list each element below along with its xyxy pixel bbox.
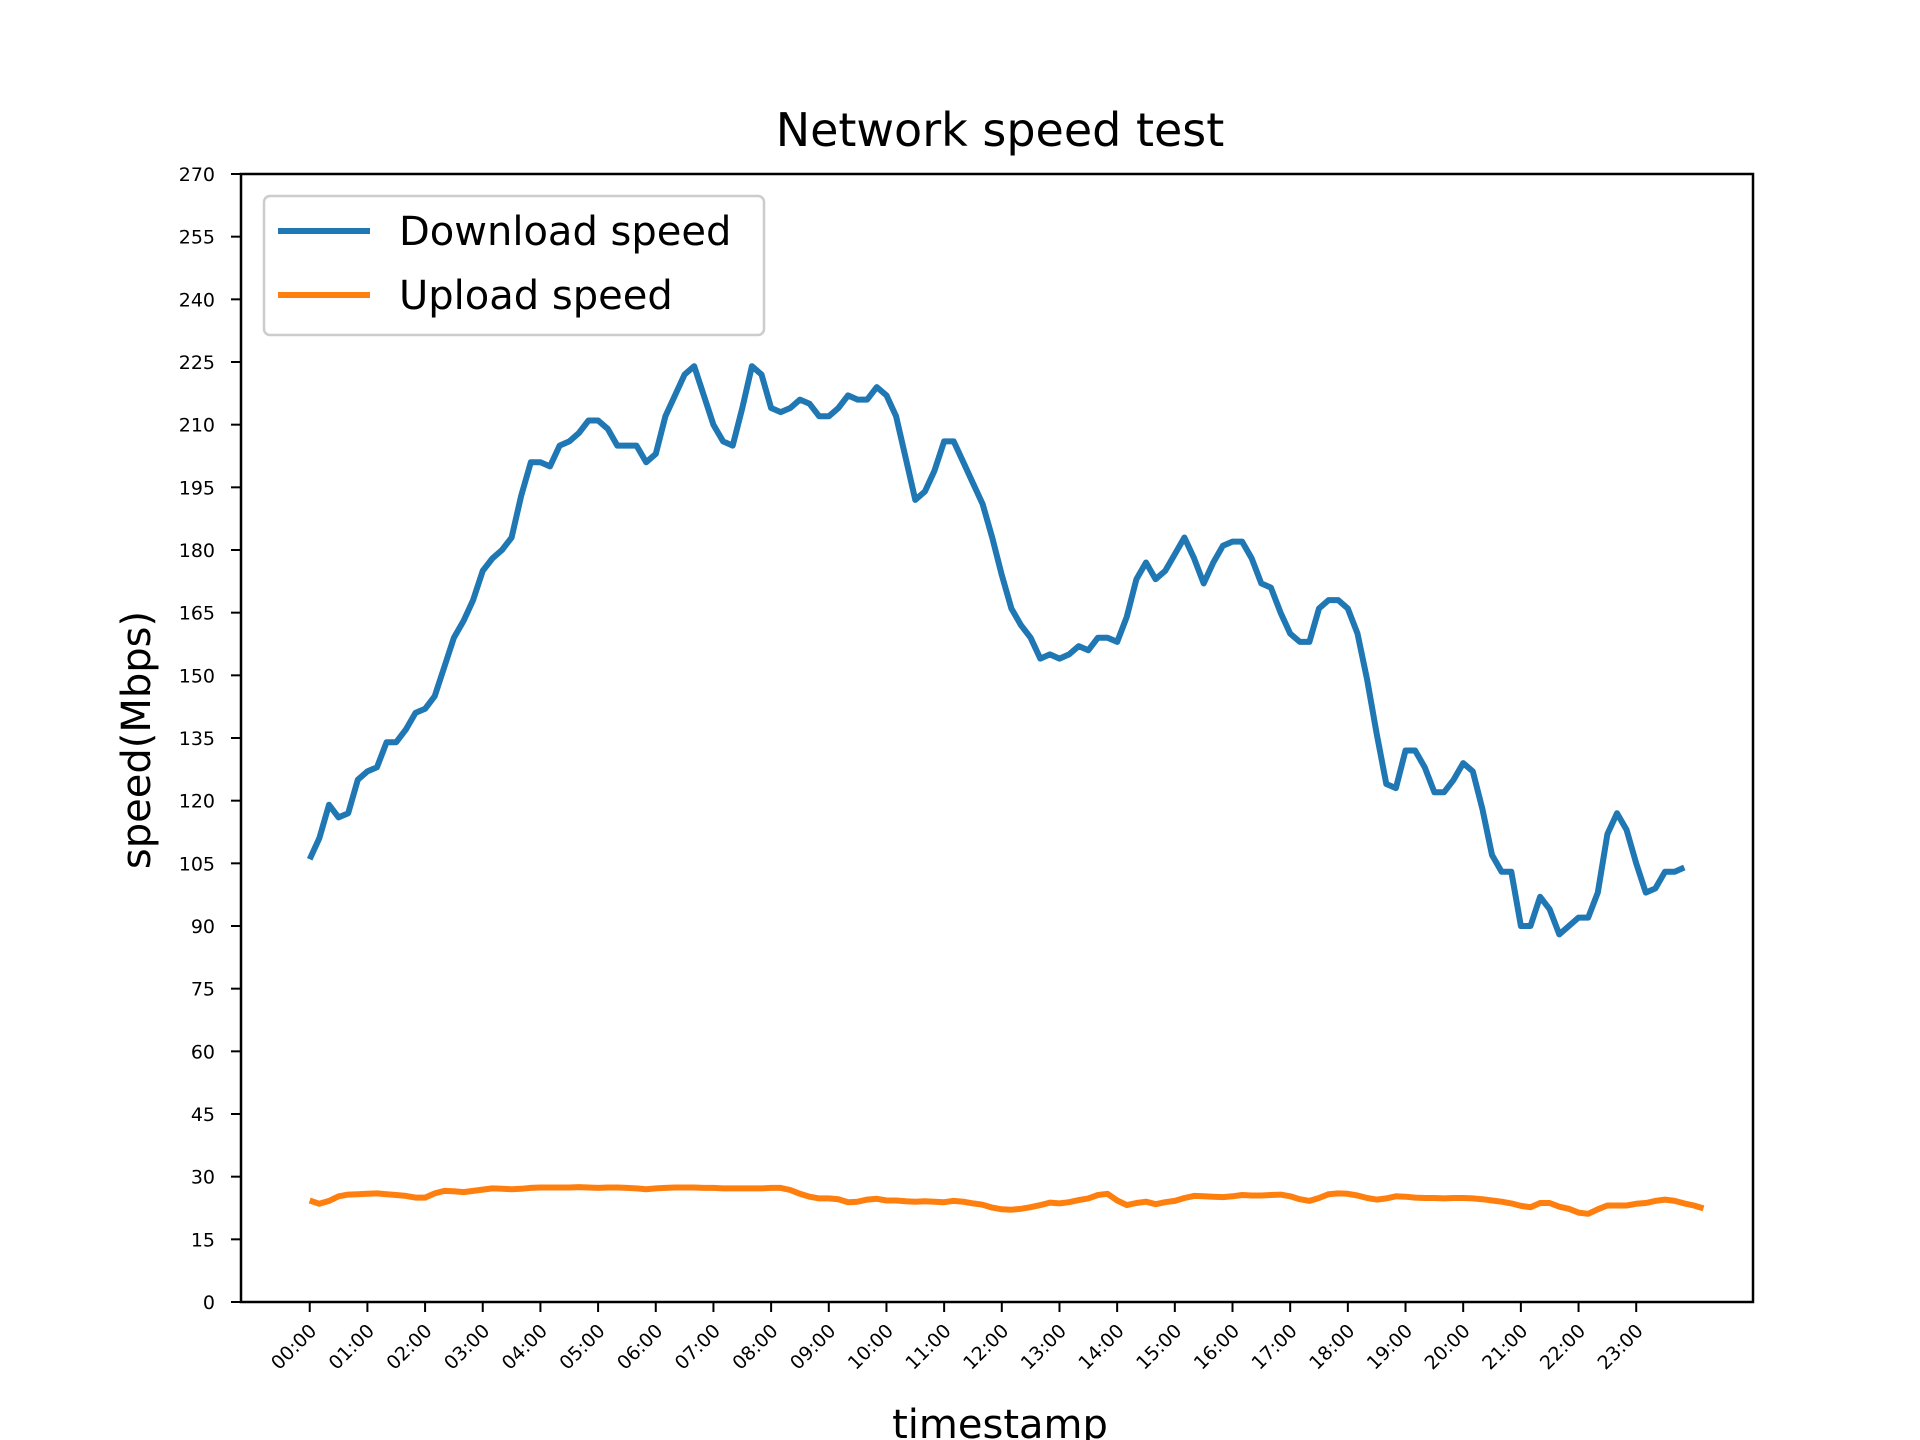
y-tick-label: 75 <box>191 979 215 1001</box>
y-tick-label: 60 <box>191 1041 215 1063</box>
y-tick-label: 30 <box>191 1167 215 1189</box>
y-axis-label: speed(Mbps) <box>114 611 160 869</box>
y-tick-label: 105 <box>179 853 215 875</box>
series-line-download <box>306 363 1686 938</box>
y-tick-label: 0 <box>203 1292 215 1314</box>
y-tick-label: 15 <box>191 1229 215 1251</box>
y-tick-label: 180 <box>179 540 215 562</box>
y-axis: 0 15 30 45 60 75 90 105 120 135 150 165 180 195 210 225… <box>179 164 241 1314</box>
y-tick-label: 225 <box>179 352 215 374</box>
legend-label: Download speed <box>399 209 731 255</box>
y-tick-label: 135 <box>179 728 215 750</box>
legend: Download speed Upload speed <box>262 194 766 337</box>
y-tick-label: 165 <box>179 603 215 625</box>
series-lines <box>306 363 1705 1217</box>
plot-frame <box>239 172 1755 1304</box>
chart-title: Network speed test <box>776 103 1225 157</box>
y-tick-label: 270 <box>179 164 215 186</box>
y-tick-label: 120 <box>179 791 215 813</box>
y-tick-label: 210 <box>179 415 215 437</box>
series-line-upload <box>308 1184 1705 1217</box>
x-axis-label: timestamp <box>892 1402 1108 1440</box>
legend-label: Upload speed <box>399 273 673 319</box>
y-tick-label: 150 <box>179 665 215 687</box>
y-tick-label: 45 <box>191 1104 215 1126</box>
y-tick-label: 240 <box>179 289 215 311</box>
y-tick-label: 195 <box>179 477 215 499</box>
y-tick-label: 255 <box>179 227 215 249</box>
legend-box <box>262 194 766 337</box>
y-tick-label: 90 <box>191 916 215 938</box>
